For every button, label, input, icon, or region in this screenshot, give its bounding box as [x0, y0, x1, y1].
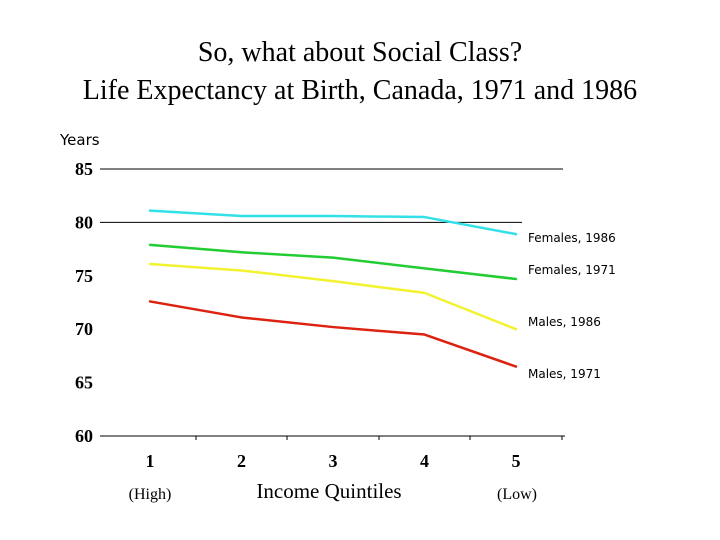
series-label-3: Males, 1971	[528, 367, 601, 381]
y-tick-60: 60	[75, 426, 93, 446]
y-tick-70: 70	[75, 319, 93, 339]
title-line-1: So, what about Social Class?	[197, 37, 523, 68]
x-tick-3: 3	[329, 451, 338, 471]
series-label-0: Females, 1986	[528, 231, 616, 245]
chart-title: So, what about Social Class? Life Expect…	[0, 34, 720, 110]
x-tick-1: 1	[146, 451, 155, 471]
x-tick-labels: 1 2 3 4 5	[146, 451, 521, 471]
series-line-1	[148, 243, 518, 281]
x-note-high: (High)	[129, 486, 172, 503]
gridlines	[100, 168, 563, 223]
x-tick-4: 4	[420, 451, 429, 471]
y-tick-80: 80	[75, 212, 93, 232]
x-axis-label: Income Quintiles	[256, 479, 401, 503]
x-note-low: (Low)	[497, 486, 537, 503]
series-line-0	[148, 209, 518, 236]
axes	[100, 435, 565, 440]
x-tick-2: 2	[237, 451, 246, 471]
series-line-2	[148, 262, 518, 331]
y-tick-labels: 85 80 75 70 65 60	[75, 159, 93, 446]
series-label-1: Females, 1971	[528, 263, 616, 277]
series-lines	[148, 209, 518, 368]
series-line-3	[148, 300, 518, 368]
series-labels: Females, 1986 Females, 1971 Males, 1986 Mal…	[528, 231, 616, 381]
y-tick-85: 85	[75, 159, 93, 179]
series-label-2: Males, 1986	[528, 315, 601, 329]
y-tick-65: 65	[75, 373, 93, 393]
title-line-2: Life Expectancy at Birth, Canada, 1971 a…	[82, 75, 638, 106]
y-axis-label: Years	[59, 131, 100, 149]
x-tick-5: 5	[512, 451, 521, 471]
y-tick-75: 75	[75, 266, 93, 286]
